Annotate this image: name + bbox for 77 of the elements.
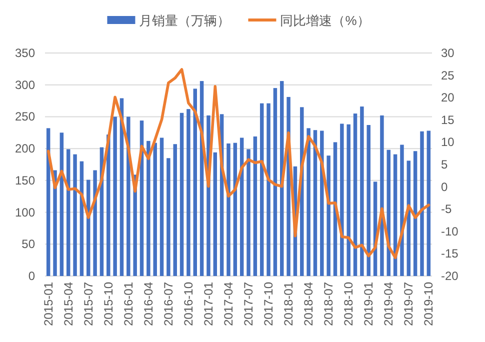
bar (153, 142, 157, 276)
bar (313, 130, 318, 276)
x-tick-label: 2017-07 (242, 282, 256, 326)
y-tick-label: 0 (28, 269, 36, 283)
y2-tick-label: -5 (441, 202, 452, 216)
y2-tick-label: -10 (441, 224, 459, 238)
bar (413, 151, 418, 276)
x-tick-label: 2016-07 (161, 282, 176, 326)
bar (113, 116, 117, 276)
bar (226, 143, 230, 276)
x-tick-label: 2015-07 (81, 282, 96, 326)
x-tick-label: 2017-10 (262, 282, 276, 326)
y2-tick-label: 30 (441, 46, 455, 60)
bar (260, 103, 264, 276)
bar (340, 124, 344, 276)
x-tick-label: 2018-04 (302, 282, 316, 326)
x-tick-label: 2019-10 (422, 282, 436, 326)
y-tick-label: 100 (14, 205, 36, 220)
legend-label: 月销量（万辆） (139, 13, 230, 28)
x-tick-label: 2019-01 (362, 282, 376, 326)
y2-tick-label: 20 (441, 90, 455, 105)
legend-label: 同比增速（%） (280, 13, 370, 28)
x-tick-label: 2016-10 (181, 282, 196, 326)
y2-tick-label: 0 (441, 180, 448, 194)
x-tick-label: 2017-01 (201, 282, 216, 326)
y-tick-label: 350 (14, 46, 36, 60)
bar (160, 138, 164, 276)
bar (326, 156, 330, 276)
bar (400, 144, 404, 276)
y-tick-label: 50 (22, 237, 36, 252)
bar (380, 115, 384, 276)
bar (426, 130, 431, 276)
bar (346, 124, 350, 276)
bar (66, 149, 70, 276)
bar (180, 112, 184, 276)
y-tick-label: 150 (14, 173, 36, 188)
bar (166, 158, 170, 276)
bar (266, 103, 270, 276)
x-tick-label: 2015-10 (101, 282, 116, 326)
bar (53, 170, 57, 276)
bar (126, 116, 130, 276)
x-tick-label: 2018-01 (282, 282, 296, 326)
bar (306, 128, 310, 276)
y2-tick-label: -15 (441, 246, 459, 261)
bar (193, 88, 197, 276)
bar (146, 140, 150, 276)
x-tick-label: 2015-01 (41, 282, 56, 326)
y2-tick-label: 25 (441, 68, 455, 82)
y2-tick-label: 15 (441, 112, 455, 127)
y-tick-label: 300 (14, 78, 36, 92)
bar (366, 124, 370, 276)
bar (273, 88, 278, 276)
bar (320, 130, 324, 276)
y2-tick-label: 10 (441, 135, 455, 150)
y2-tick-label: 5 (441, 158, 448, 172)
y-tick-label: 250 (14, 110, 36, 124)
bar (106, 134, 110, 276)
x-tick-label: 2015-04 (61, 282, 76, 326)
x-tick-label: 2016-04 (141, 282, 156, 326)
x-tick-label: 2019-07 (402, 282, 416, 326)
x-tick-label: 2018-07 (322, 282, 336, 326)
bar (173, 144, 177, 276)
y-tick-label: 200 (14, 142, 36, 156)
bar (186, 109, 190, 276)
x-tick-label: 2018-10 (342, 282, 356, 326)
y2-tick-label: -20 (441, 269, 459, 283)
bar (353, 114, 358, 276)
bar (360, 106, 364, 276)
x-tick-label: 2016-01 (121, 282, 136, 326)
x-tick-label: 2019-04 (382, 282, 396, 326)
bar (253, 136, 258, 276)
bar (246, 149, 250, 276)
bar (420, 131, 424, 276)
bar (73, 154, 77, 276)
bar (213, 152, 218, 276)
x-tick-label: 2017-04 (221, 282, 236, 326)
bar (93, 170, 97, 276)
